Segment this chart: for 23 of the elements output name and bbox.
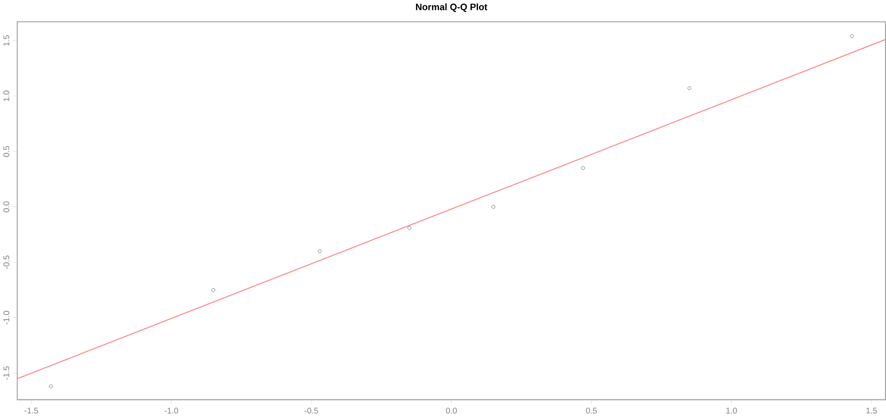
- x-tick-label: 1.0: [726, 408, 737, 414]
- point: [49, 384, 53, 388]
- y-tick-label: 1.0: [3, 90, 10, 102]
- point: [850, 34, 854, 38]
- y-tick-label: -1.5: [4, 366, 10, 380]
- x-tick-label: 1.5: [866, 408, 877, 414]
- x-tick-label: -1.0: [164, 408, 178, 414]
- y-tick-label: -0.5: [3, 256, 10, 269]
- y-tick-label: 1.5: [4, 35, 10, 46]
- x-tick-label: -0.5: [304, 408, 318, 414]
- chart-title: Normal Q-Q Plot: [416, 3, 488, 12]
- y-tick-label: -1.0: [3, 310, 10, 324]
- x-tick-label: 0.0: [446, 408, 457, 414]
- y-tick-label: 0.0: [3, 201, 10, 212]
- y-tick-label: 0.5: [3, 146, 10, 157]
- point: [211, 288, 216, 292]
- point: [688, 86, 692, 90]
- x-tick-label: -1.5: [24, 408, 38, 414]
- point: [408, 226, 412, 230]
- point: [318, 249, 322, 254]
- x-tick-label: 0.5: [586, 408, 597, 414]
- point: [492, 205, 496, 209]
- point: [581, 166, 585, 170]
